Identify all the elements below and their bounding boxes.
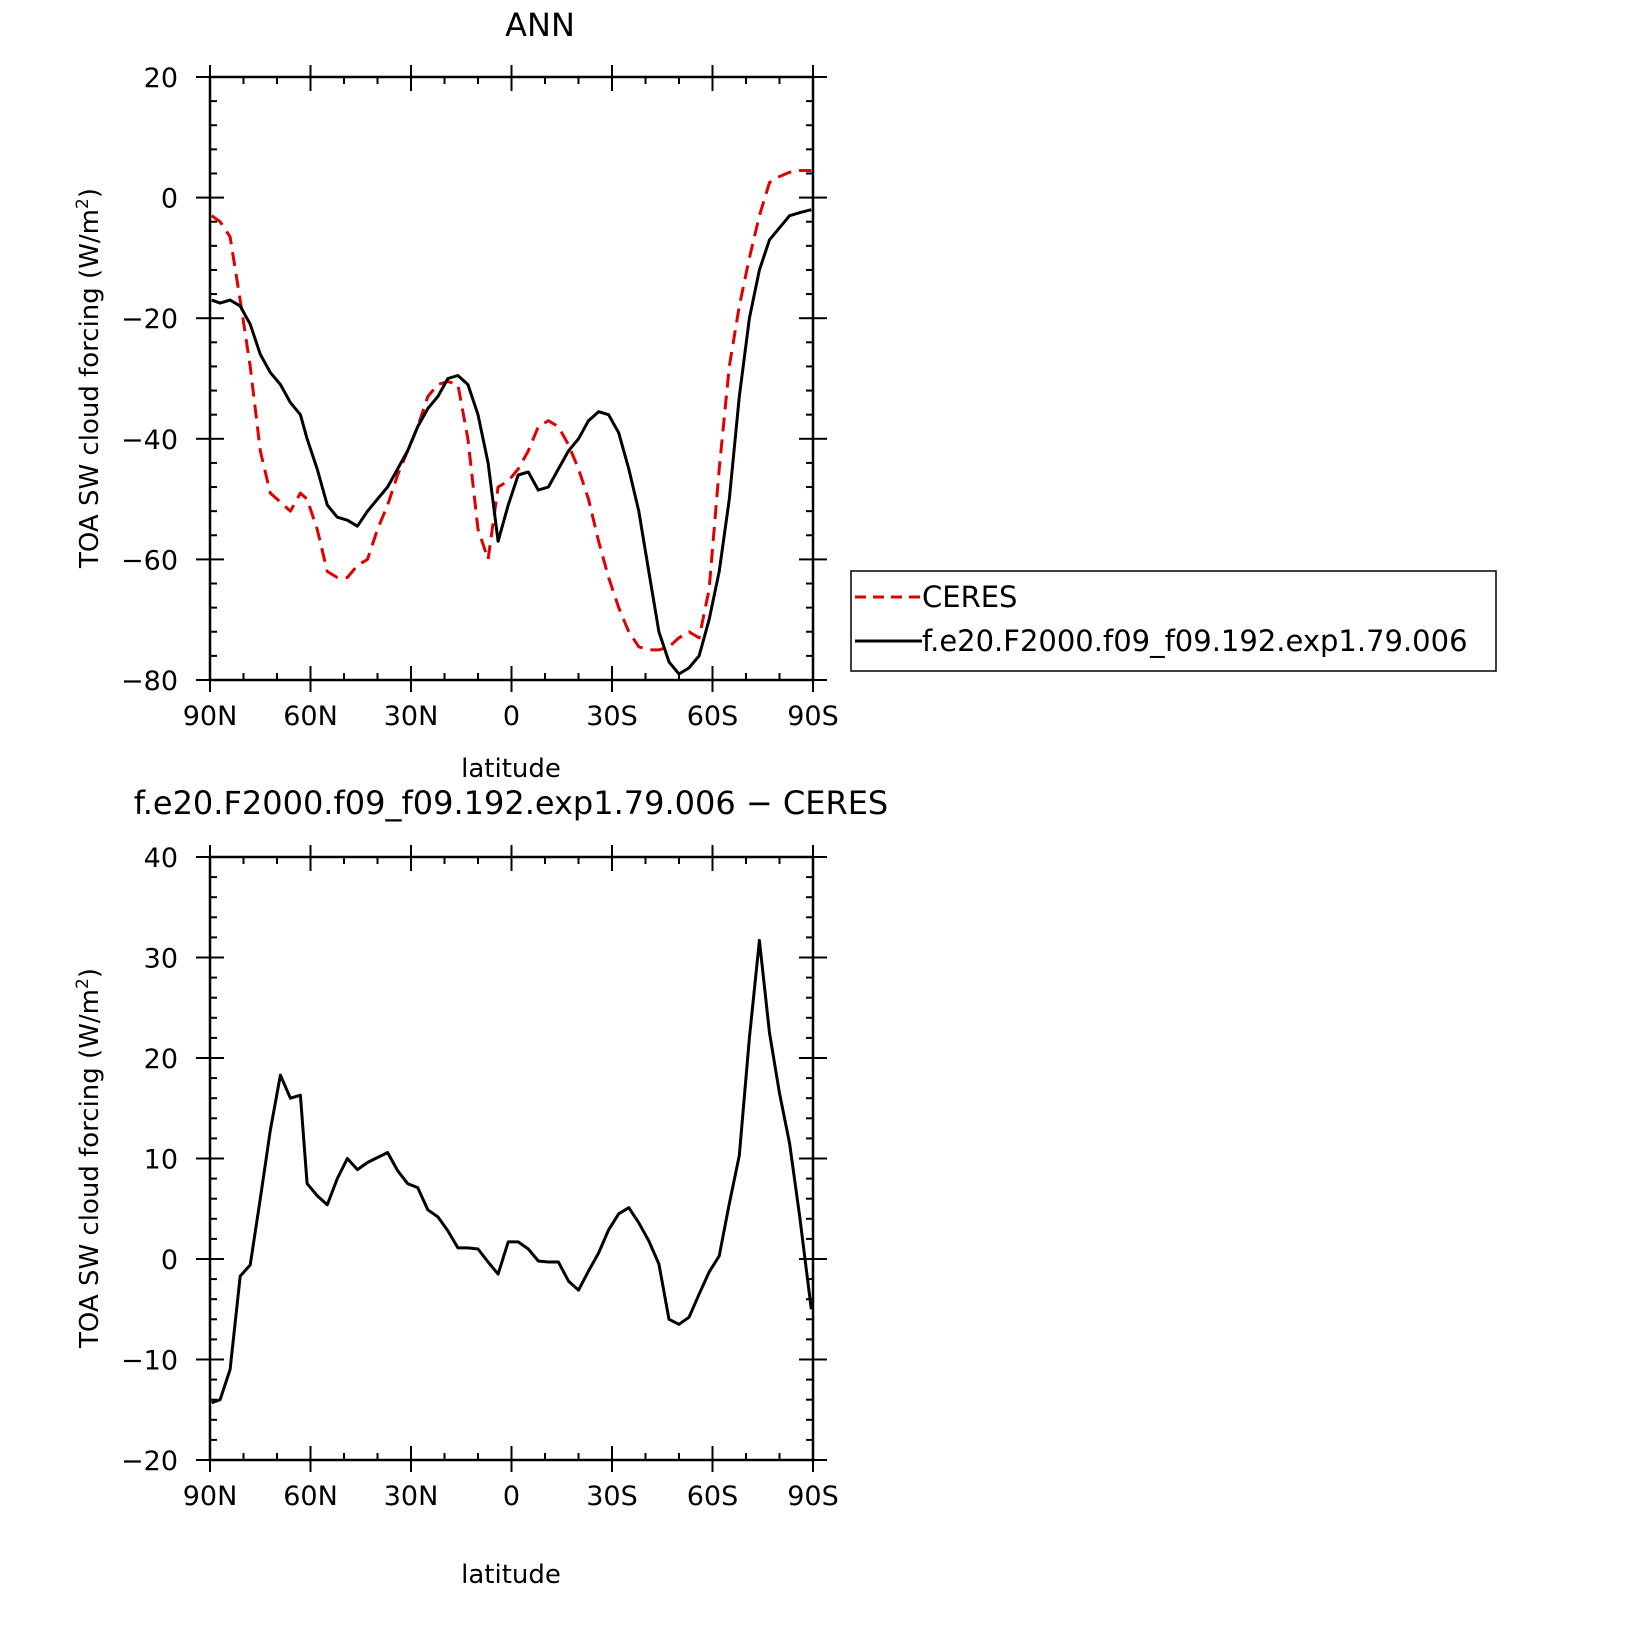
top-panel-title: ANN xyxy=(505,6,575,44)
bottom-series-layer xyxy=(211,938,813,1405)
top-plot-frame xyxy=(208,75,815,682)
bottom-y-tick-label: 20 xyxy=(144,1044,178,1075)
top-y-tick-label: −20 xyxy=(121,304,178,335)
top-ticks: 90N 60N 30N 0 30S 60S 90S 20 0 −20 −40 −60 −80 xyxy=(121,63,839,732)
legend-box xyxy=(850,570,1497,672)
bottom-y-axis-label: TOA SW cloud forcing (W/m2) xyxy=(73,968,105,1349)
bottom-y-axis-label-sup: 2 xyxy=(73,978,93,989)
top-y-tick-label: −40 xyxy=(121,425,178,456)
top-series-layer xyxy=(210,169,812,676)
top-x-tick-label: 90N xyxy=(183,701,238,732)
top-y-axis-label-close: ) xyxy=(75,188,105,198)
bottom-y-tick-label: −10 xyxy=(121,1346,178,1377)
bottom-y-tick-label: 10 xyxy=(144,1145,178,1176)
bottom-y-tick-label: 30 xyxy=(144,944,178,975)
top-series-line-0 xyxy=(210,169,812,652)
bottom-series-line-0 xyxy=(211,938,813,1405)
bottom-y-axis-label-close: ) xyxy=(75,968,105,978)
top-x-tick-label: 30N xyxy=(384,701,439,732)
bottom-x-tick-label: 90N xyxy=(183,1481,238,1512)
bottom-x-tick-label: 90S xyxy=(787,1481,839,1512)
bottom-x-axis-label: latitude xyxy=(461,1560,561,1590)
bottom-panel-title: f.e20.F2000.f09_f09.192.exp1.79.006 − CE… xyxy=(134,784,888,822)
bottom-y-tick-label: −20 xyxy=(121,1446,178,1477)
top-x-tick-label: 90S xyxy=(787,701,839,732)
legend-label-ceres: CERES xyxy=(922,580,1017,614)
bottom-y-tick-label: 40 xyxy=(144,843,178,874)
top-y-tick-label: 20 xyxy=(144,63,178,94)
bottom-x-tick-label: 30S xyxy=(586,1481,638,1512)
bottom-y-tick-label: 0 xyxy=(161,1245,178,1276)
top-y-axis-label: TOA SW cloud forcing (W/m2) xyxy=(73,188,105,569)
bottom-x-tick-label: 0 xyxy=(503,1481,520,1512)
top-series-line-1 xyxy=(211,208,812,676)
top-y-tick-label: −60 xyxy=(121,545,178,576)
bottom-panel: f.e20.F2000.f09_f09.192.exp1.79.006 − CE… xyxy=(73,784,888,1590)
bottom-x-tick-label: 60S xyxy=(687,1481,739,1512)
top-x-tick-label: 30S xyxy=(586,701,638,732)
bottom-x-tick-label: 30N xyxy=(384,1481,439,1512)
top-x-tick-label: 0 xyxy=(503,701,520,732)
bottom-y-axis-label-main: TOA SW cloud forcing (W/m xyxy=(75,989,105,1349)
top-y-tick-label: −80 xyxy=(121,666,178,697)
bottom-x-tick-label: 60N xyxy=(283,1481,338,1512)
top-panel: ANN 90N 60N 30N 0 30S 60S 90S 20 0 −20 −40 −60 −80 l… xyxy=(73,6,1497,784)
top-y-axis-label-sup: 2 xyxy=(73,198,93,209)
top-y-axis-label-main: TOA SW cloud forcing (W/m xyxy=(75,209,105,569)
top-y-tick-label: 0 xyxy=(161,184,178,215)
top-x-axis-label: latitude xyxy=(461,754,561,784)
bottom-ticks: 90N 60N 30N 0 30S 60S 90S 40 30 20 10 0 −10 −20 xyxy=(121,843,839,1512)
top-x-tick-label: 60S xyxy=(687,701,739,732)
bottom-plot-frame xyxy=(208,855,815,1462)
legend: CERES f.e20.F2000.f09_f09.192.exp1.79.00… xyxy=(850,570,1497,672)
legend-label-model: f.e20.F2000.f09_f09.192.exp1.79.006 xyxy=(922,624,1468,658)
top-x-tick-label: 60N xyxy=(283,701,338,732)
